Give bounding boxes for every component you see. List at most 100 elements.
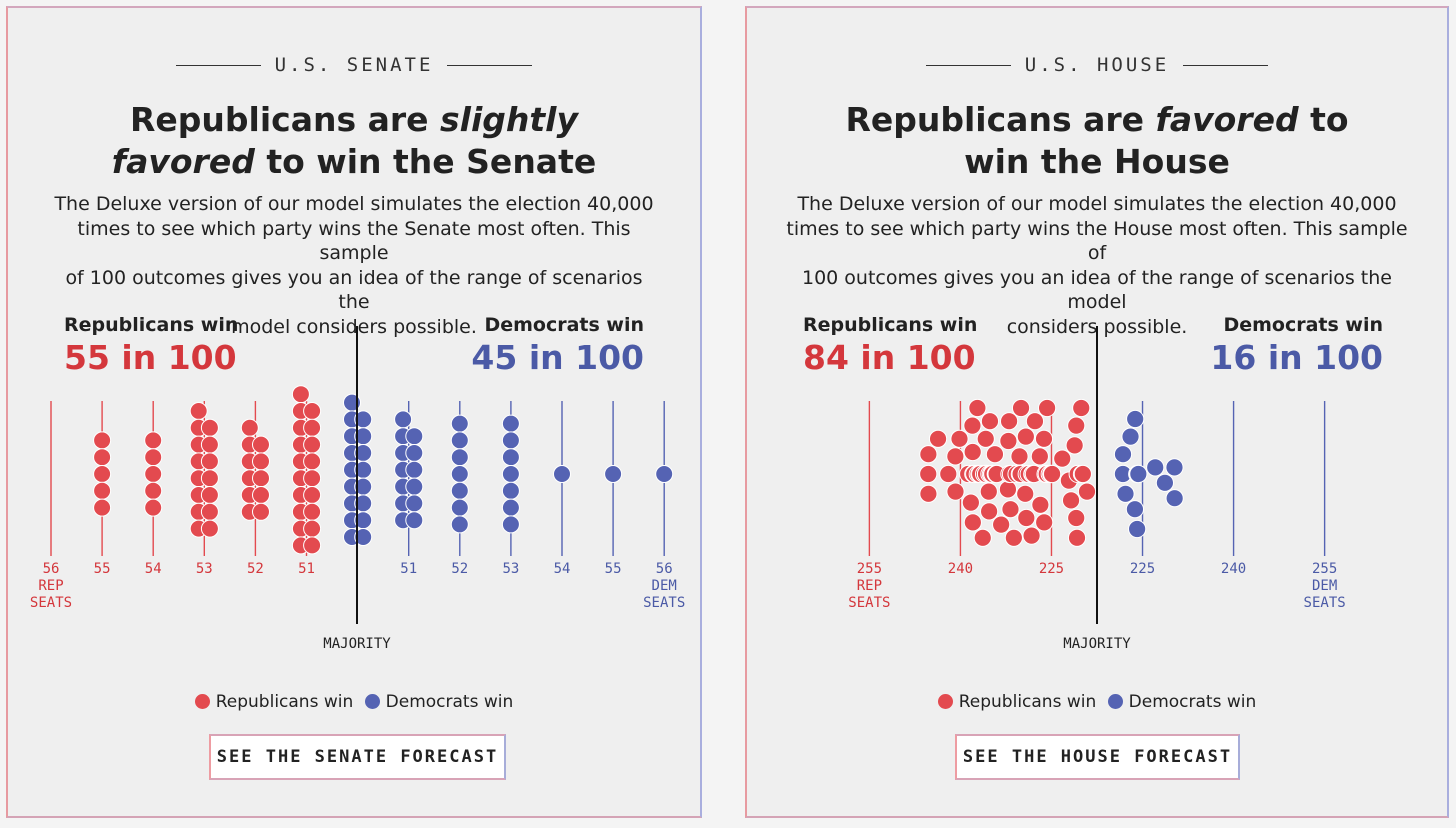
senate-dek-line: The Deluxe version of our model simulate… xyxy=(54,193,654,215)
house-outcome-dot xyxy=(919,445,938,464)
senate-tick-label: 56 xyxy=(656,561,673,577)
kicker-rule-right xyxy=(1183,65,1269,66)
house-outcome-dot xyxy=(1004,528,1023,547)
legend-item-rep: Republicans win xyxy=(194,692,353,712)
house-tick-sublabel: SEATS xyxy=(848,595,890,611)
senate-legend: Republicans win Democrats win xyxy=(8,692,700,712)
house-outcome-dot xyxy=(999,412,1019,431)
legend-item-dem: Democrats win xyxy=(1107,692,1257,712)
house-outcome-dot xyxy=(1072,398,1091,418)
house-dek-line: 100 outcomes gives you an idea of the ra… xyxy=(802,266,1392,314)
house-rep-odds: 84 in 100 xyxy=(803,338,976,377)
senate-tick-label: 51 xyxy=(400,561,417,577)
house-outcome-dot xyxy=(979,482,998,501)
house-dem-odds: 16 in 100 xyxy=(1210,338,1383,377)
house-outcome-dot xyxy=(1077,482,1097,501)
house-outcome-dot xyxy=(985,445,1005,464)
senate-tick-sublabel: SEATS xyxy=(30,595,72,611)
house-outcome-dot xyxy=(946,482,965,501)
house-outcome-dot xyxy=(1116,484,1135,503)
senate-outcome-dot xyxy=(450,414,469,433)
senate-dem-label: Democrats win xyxy=(484,314,644,336)
legend-dem-label: Democrats win xyxy=(1128,692,1257,712)
legend-dem-dot xyxy=(1107,694,1123,709)
senate-tick-label: 53 xyxy=(502,561,519,577)
house-outcome-dot xyxy=(1165,489,1184,508)
senate-outcome-dot xyxy=(303,469,322,488)
senate-outcome-dot xyxy=(501,414,520,433)
senate-outcome-dot xyxy=(354,528,373,546)
house-outcome-dot xyxy=(1067,416,1086,435)
house-outcome-dot xyxy=(1067,528,1087,547)
senate-tick-label: 54 xyxy=(145,561,162,577)
house-outcome-dot xyxy=(992,515,1011,534)
senate-outcome-dot xyxy=(93,448,112,467)
house-outcome-dot xyxy=(1121,427,1140,446)
house-headline-em: favored xyxy=(1155,100,1299,139)
senate-outcome-dot xyxy=(144,431,163,450)
house-kicker: U.S. HOUSE xyxy=(747,54,1447,76)
house-outcome-dot xyxy=(963,442,982,462)
senate-outcome-dot xyxy=(405,460,424,479)
senate-tick-label: 56 xyxy=(43,561,60,577)
house-outcome-dot xyxy=(980,412,1000,431)
senate-outcome-dot xyxy=(303,418,322,437)
senate-outcome-dot xyxy=(144,448,163,467)
senate-outcome-dot xyxy=(501,481,520,500)
senate-outcome-dot xyxy=(200,469,219,488)
house-outcome-dot xyxy=(1126,409,1145,429)
house-dem-label: Democrats win xyxy=(1223,314,1383,336)
house-headline-line2: win the House xyxy=(964,142,1230,181)
senate-tick-label: 55 xyxy=(605,561,622,577)
house-dek-line: The Deluxe version of our model simulate… xyxy=(797,193,1397,215)
house-tick-label: 225 xyxy=(1039,561,1064,577)
senate-outcome-dot xyxy=(303,452,322,471)
house-outcome-dot xyxy=(998,480,1018,499)
senate-outcome-dot xyxy=(450,465,469,483)
senate-outcome-dot xyxy=(394,410,413,429)
see-house-forecast-button[interactable]: SEE THE HOUSE FORECAST xyxy=(955,734,1240,780)
house-dek-line: times to see which party wins the House … xyxy=(786,217,1408,265)
house-outcome-dot xyxy=(1061,491,1081,510)
senate-outcome-dot xyxy=(291,385,310,404)
senate-outcome-dot xyxy=(303,519,322,538)
house-tick-sublabel: REP xyxy=(857,578,882,594)
house-outcome-dot xyxy=(1128,519,1147,539)
senate-outcome-dot xyxy=(252,486,270,504)
senate-outcome-dot xyxy=(144,498,163,517)
senate-outcome-dot xyxy=(303,402,322,420)
house-outcome-dot xyxy=(961,493,980,512)
senate-outcome-dot xyxy=(450,448,469,467)
senate-outcome-dot xyxy=(93,465,112,483)
house-outcome-dot xyxy=(1053,449,1072,468)
senate-headline-pre: Republicans are xyxy=(129,100,441,139)
senate-outcome-dot xyxy=(501,448,520,467)
senate-tick-sublabel: SEATS xyxy=(643,595,685,611)
senate-rep-summary: Republicans win 55 in 100 xyxy=(64,314,238,377)
senate-outcome-dot xyxy=(144,481,163,500)
see-senate-forecast-button[interactable]: SEE THE SENATE FORECAST xyxy=(209,734,506,780)
senate-tick-label: 51 xyxy=(298,561,315,577)
senate-tick-label: 54 xyxy=(554,561,571,577)
senate-outcome-dot xyxy=(252,452,270,471)
senate-outcome-dot xyxy=(303,435,322,454)
house-outcome-dot xyxy=(1113,445,1133,464)
senate-outcome-dot xyxy=(303,536,322,555)
house-rep-summary: Republicans win 84 in 100 xyxy=(803,314,977,377)
senate-majority-label: MAJORITY xyxy=(323,636,391,652)
house-outcome-dot xyxy=(1010,447,1029,466)
senate-rep-label: Republicans win xyxy=(64,314,239,336)
house-headline-pre: Republicans are xyxy=(845,100,1156,139)
house-outcome-dot xyxy=(1129,464,1148,484)
senate-outcome-dot xyxy=(450,498,469,517)
house-outcome-dot xyxy=(1030,447,1049,466)
senate-outcome-dot xyxy=(252,435,270,454)
house-outcome-dot xyxy=(1034,429,1054,448)
senate-outcome-dot xyxy=(655,465,674,483)
senate-headline-em1: slightly xyxy=(440,100,578,139)
house-majority-label: MAJORITY xyxy=(1063,636,1131,652)
house-outcome-dot xyxy=(1025,412,1045,431)
senate-dem-odds: 45 in 100 xyxy=(471,338,644,377)
house-outcome-dot xyxy=(1011,398,1031,418)
